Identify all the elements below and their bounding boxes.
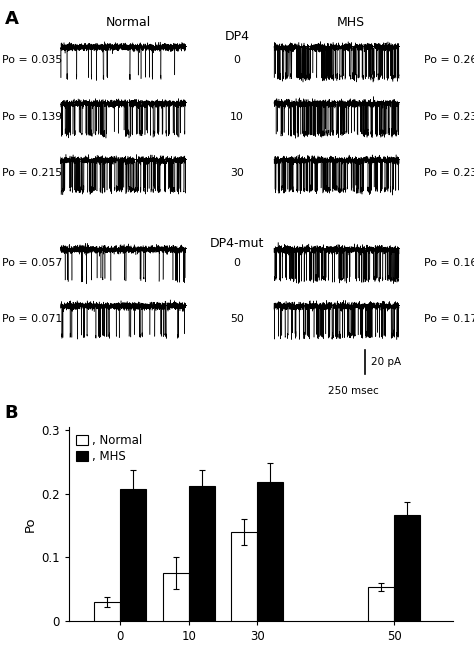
Bar (189, 486, 215, 621)
Text: DP4: DP4 (225, 30, 249, 43)
Text: Po = 0.035: Po = 0.035 (2, 55, 63, 66)
Text: Po = 0.215: Po = 0.215 (2, 168, 63, 179)
Bar (394, 514, 420, 621)
Text: Po = 0.231: Po = 0.231 (424, 112, 474, 122)
Text: 0: 0 (234, 258, 240, 268)
Text: 0: 0 (234, 55, 240, 66)
Bar (120, 489, 146, 621)
Text: Po = 0.234: Po = 0.234 (424, 168, 474, 179)
Text: Po = 0.139: Po = 0.139 (2, 112, 63, 122)
Text: 50: 50 (230, 314, 244, 325)
Legend: , Normal, , MHS: , Normal, , MHS (74, 433, 144, 464)
Text: DP4-mut: DP4-mut (210, 237, 264, 250)
Text: MHS: MHS (337, 16, 365, 30)
Text: Po = 0.166: Po = 0.166 (424, 258, 474, 268)
Bar (257, 482, 283, 621)
Bar (94, 602, 120, 621)
Bar (368, 587, 394, 621)
Text: Po = 0.071: Po = 0.071 (2, 314, 63, 325)
Text: A: A (5, 10, 18, 28)
Text: Po = 0.260: Po = 0.260 (424, 55, 474, 66)
Text: 20 pA: 20 pA (371, 357, 401, 367)
Text: Normal: Normal (105, 16, 151, 30)
Bar (231, 532, 257, 621)
Y-axis label: Po: Po (24, 516, 37, 532)
Text: 30: 30 (230, 168, 244, 179)
Text: Po = 0.057: Po = 0.057 (2, 258, 63, 268)
Text: 250 msec: 250 msec (328, 386, 378, 396)
Text: B: B (5, 404, 18, 422)
Text: Po = 0.172: Po = 0.172 (424, 314, 474, 325)
Text: 10: 10 (230, 112, 244, 122)
Bar (163, 573, 189, 621)
